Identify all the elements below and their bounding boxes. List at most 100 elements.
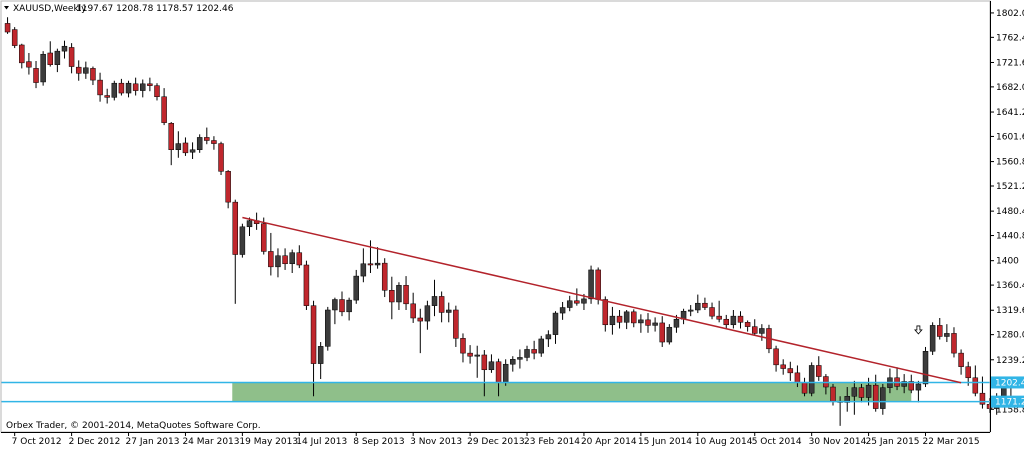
candle: [346, 299, 352, 313]
candle: [915, 383, 922, 391]
candle: [481, 354, 488, 371]
candle: [965, 366, 971, 379]
candle: [325, 309, 331, 347]
candle: [865, 384, 872, 398]
candle: [709, 307, 715, 317]
candle: [851, 387, 858, 397]
candle: [488, 361, 495, 371]
candle: [581, 298, 587, 304]
candle: [595, 269, 601, 300]
candle: [872, 384, 879, 409]
candle: [410, 303, 416, 319]
price-tags: 1202.43 1171.27: [991, 376, 1024, 408]
x-tick-label: 7 Oct 2012: [12, 437, 62, 447]
candle: [673, 318, 680, 328]
candle: [83, 67, 89, 74]
price-tag-label: 1202.43: [995, 378, 1024, 388]
candle: [830, 386, 836, 402]
candle: [908, 381, 915, 391]
x-tick-label: 3 Nov 2013: [410, 437, 462, 447]
candle: [751, 326, 758, 334]
candle: [737, 315, 744, 323]
symbol-label: XAUUSD,Weekly: [13, 4, 87, 14]
candle: [147, 83, 153, 86]
candle: [75, 66, 82, 74]
candle: [566, 300, 573, 308]
x-tick-label: 24 Mar 2013: [182, 437, 239, 447]
candle: [808, 365, 815, 394]
candle: [922, 351, 929, 385]
copyright-text: Orbex Trader, © 2001-2014, MetaQuotes So…: [6, 421, 261, 431]
candle: [744, 322, 751, 327]
x-tick-label: 10 Aug 2014: [695, 437, 753, 447]
price-tag: [991, 376, 1024, 389]
candle: [317, 346, 324, 364]
candle: [901, 381, 907, 387]
candle: [431, 296, 438, 306]
candle: [403, 285, 409, 305]
candle: [510, 359, 516, 365]
candle: [211, 140, 217, 144]
y-tick-label: 1601.60: [996, 132, 1024, 142]
candle: [225, 171, 231, 203]
candle: [26, 61, 32, 68]
support-zone: [232, 382, 912, 402]
triangle-down-icon[interactable]: [4, 6, 9, 10]
candle: [937, 325, 943, 337]
candle: [517, 357, 523, 360]
candle: [260, 223, 267, 252]
candle: [453, 309, 459, 339]
candle: [944, 333, 950, 337]
x-tick-label: 5 Oct 2014: [752, 437, 802, 447]
y-tick-label: 1319.60: [996, 306, 1024, 316]
candle: [339, 299, 345, 313]
candle: [204, 137, 210, 141]
x-tick-label: 15 Jun 2014: [638, 437, 692, 447]
candle: [389, 290, 395, 303]
candle: [360, 263, 367, 277]
candle: [773, 348, 779, 366]
candle: [140, 83, 146, 91]
x-tick-label: 23 Feb 2014: [524, 437, 580, 447]
y-tick-label: 1480.40: [996, 207, 1024, 217]
candle: [687, 309, 694, 312]
candle: [196, 137, 203, 150]
candle: [559, 307, 566, 314]
candle: [381, 262, 388, 291]
y-tick-label: 1280.00: [996, 331, 1024, 341]
candle: [268, 251, 274, 268]
candle: [19, 44, 25, 64]
arrow-down-icon[interactable]: [914, 325, 923, 335]
candle: [40, 53, 46, 83]
candle: [524, 349, 530, 358]
candle: [495, 361, 502, 383]
candle: [61, 45, 68, 52]
candle: [289, 252, 295, 265]
candle: [303, 264, 310, 306]
candle: [787, 368, 794, 374]
candle: [645, 319, 651, 326]
y-tick-label: 1802.00: [996, 9, 1024, 19]
ohlc-values: 1197.67 1208.78 1178.57 1202.46: [76, 4, 234, 14]
candle: [880, 387, 886, 409]
candle: [723, 318, 730, 326]
candle: [552, 312, 559, 335]
y-tick-label: 1360.40: [996, 281, 1024, 291]
trendline[interactable]: [242, 216, 962, 384]
candle: [68, 47, 75, 67]
candle: [631, 311, 637, 324]
y-tick-label: 1158.80: [996, 405, 1024, 415]
candle: [759, 328, 765, 334]
candle: [282, 255, 288, 265]
candle: [616, 315, 623, 323]
x-tick-label: 2 Dec 2012: [69, 437, 121, 447]
candle: [54, 50, 61, 65]
candle: [232, 201, 239, 255]
x-tick-label: 20 Apr 2014: [581, 437, 637, 447]
candle: [97, 79, 103, 96]
x-tick-label: 8 Sep 2013: [353, 437, 404, 447]
y-tick-label: 1440.80: [996, 232, 1024, 242]
chart-header: XAUUSD,Weekly 1197.67 1208.78 1178.57 12…: [4, 4, 234, 14]
